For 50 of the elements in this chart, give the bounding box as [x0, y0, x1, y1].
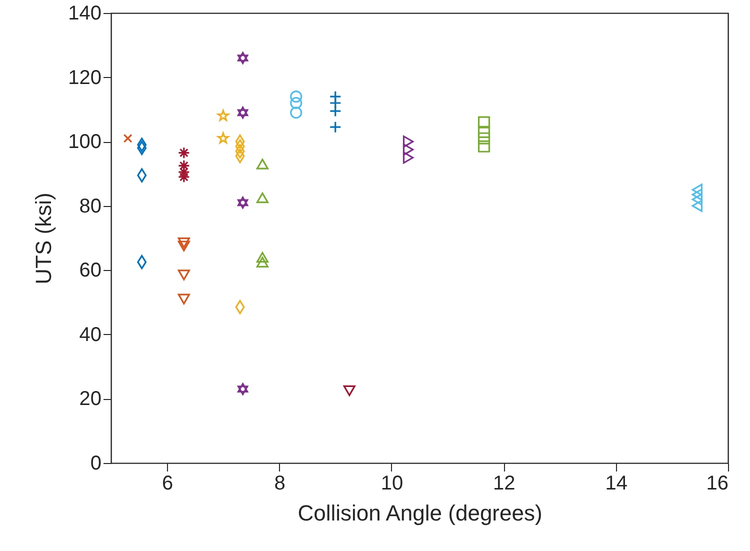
point	[178, 270, 190, 280]
point	[256, 192, 268, 204]
point	[478, 132, 490, 144]
y-tick-label: 80	[79, 195, 102, 218]
y-axis-title: UTS (ksi)	[31, 192, 56, 284]
point	[256, 252, 268, 263]
x-axis-title: Collision Angle (degrees)	[298, 500, 542, 526]
point	[478, 116, 490, 128]
point	[123, 134, 132, 143]
point	[329, 121, 342, 134]
point	[217, 132, 229, 144]
point	[290, 106, 302, 119]
y-tick-label: 140	[68, 2, 102, 24]
y-tick-label: 120	[68, 66, 102, 89]
y-tick-label: 40	[79, 324, 102, 346]
point	[402, 152, 414, 164]
point	[237, 196, 248, 209]
y-tick-label: 0	[90, 452, 102, 474]
x-tick-label: 14	[605, 472, 628, 494]
x-tick-label: 12	[493, 472, 516, 494]
point	[692, 200, 702, 212]
point	[478, 126, 490, 138]
point	[178, 240, 190, 252]
x-tick-label: 8	[274, 472, 286, 494]
y-tick-label: 100	[68, 131, 102, 154]
point	[256, 256, 268, 268]
point	[178, 146, 190, 159]
x-tick-label: 16	[706, 472, 728, 494]
point	[217, 110, 229, 121]
point	[178, 237, 190, 248]
point	[178, 160, 190, 172]
point	[478, 140, 490, 152]
point	[329, 104, 342, 118]
point	[343, 385, 356, 396]
point	[290, 90, 302, 103]
point	[290, 96, 302, 110]
point	[237, 52, 248, 64]
point	[402, 144, 414, 156]
point	[692, 184, 702, 196]
point	[237, 383, 248, 396]
point	[237, 106, 248, 119]
point	[692, 188, 702, 201]
point	[692, 193, 702, 206]
point	[178, 294, 190, 304]
point	[256, 158, 268, 170]
point	[402, 136, 414, 148]
y-tick-label: 20	[79, 388, 102, 410]
x-tick-label: 6	[162, 472, 174, 494]
y-tick-label: 60	[79, 260, 102, 282]
x-tick-label: 10	[380, 472, 404, 494]
